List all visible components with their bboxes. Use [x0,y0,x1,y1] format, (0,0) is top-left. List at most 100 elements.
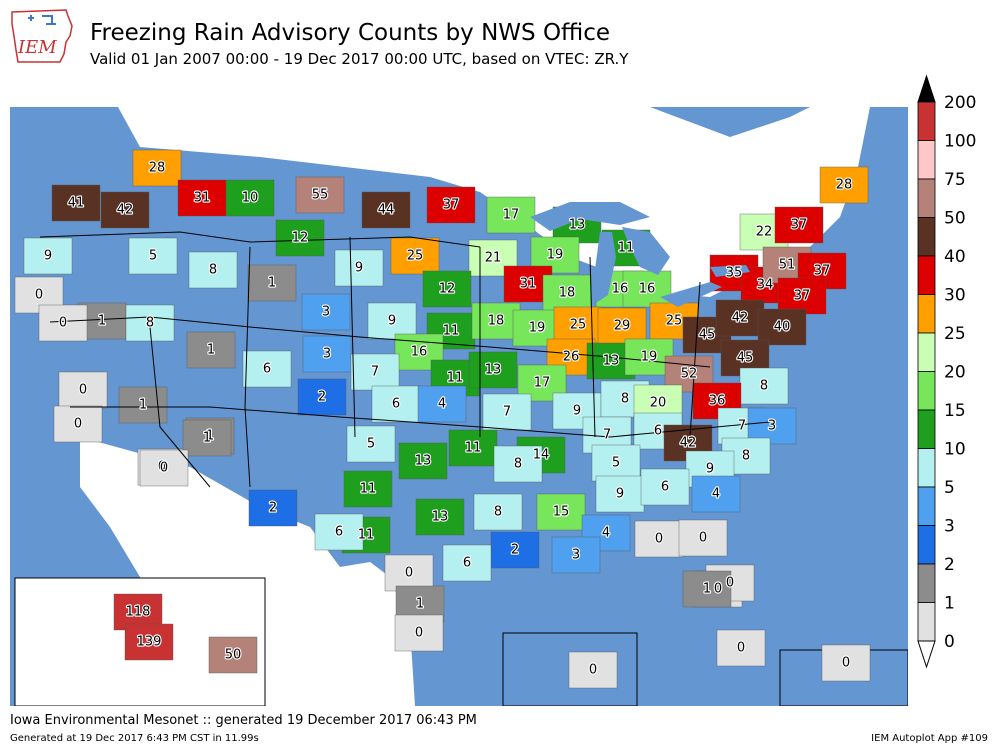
iem-logo: IEM [11,9,73,63]
office-count-label: 1 [139,398,147,413]
state-border [349,236,356,438]
state-border [39,231,481,248]
office-count-label: 41 [68,196,85,211]
colorbar-block [917,371,936,411]
office-count-label: 8 [514,457,522,472]
office-count-label: 2 [318,390,326,405]
office-count-label: 8 [742,449,750,464]
office-count-label: 1 [203,431,211,446]
office-region [757,308,807,346]
office-count-label: 11 [360,482,377,497]
office-region [739,367,789,405]
office-region [124,623,174,661]
office-region [208,636,258,674]
colorbar-bottom-cap [917,640,936,669]
colorbar-block [917,332,936,372]
office-region [595,475,645,513]
office-count-label: 35 [726,266,743,281]
colorbar-block [917,563,936,603]
office-count-label: 6 [335,525,343,540]
office-region [100,191,150,229]
office-region [384,554,434,592]
office-region [493,445,543,483]
office-region [128,237,178,275]
state-borders [39,231,771,488]
office-region [314,513,364,551]
office-count-label: 17 [503,208,520,223]
colorbar-tick-label: 25 [944,324,966,344]
office-count-label: 25 [570,318,587,333]
office-count-label: 8 [494,505,502,520]
office-count-label: 8 [621,392,629,407]
office-region [422,270,472,308]
colorbar-tick-label: 200 [944,93,976,113]
office-region [361,191,411,229]
office-region [53,405,103,443]
office-count-label: 31 [520,277,537,292]
office-count-label: 42 [732,311,749,326]
office-count-label: 13 [569,218,586,233]
office-count-label: 14 [533,448,550,463]
office-count-label: 0 [79,383,87,398]
office-count-label: 0 [737,641,745,656]
colorbar-block [917,140,936,180]
office-region [275,219,325,257]
office-count-label: 11 [358,528,375,543]
colorbar-block [917,217,936,257]
canada-land [118,107,870,297]
office-region [682,570,732,608]
office-count-label: 5 [149,249,157,264]
office-region [486,196,536,234]
office-region [247,264,297,302]
state-border [149,326,211,488]
colorbar-tick-label: 30 [944,286,966,306]
office-region [448,429,498,467]
colorbar-tick-label: 75 [944,170,966,190]
office-count-label: 11 [618,241,635,256]
office-region [777,277,827,315]
office-count-label: 7 [503,405,511,420]
office-region [640,468,690,506]
office-count-label: 0 [74,417,82,432]
office-count-label: 16 [612,282,629,297]
colorbar-tick-label: 20 [944,363,966,383]
office-region [302,335,352,373]
office-count-label: 9 [388,314,396,329]
lake-ontario [710,265,750,277]
office-region [591,444,641,482]
colorbar-top-cap [917,74,936,103]
office-region [295,176,345,214]
office-region [819,166,869,204]
office-count-label: 45 [737,351,754,366]
office-region [473,493,523,531]
office-count-label: 42 [680,436,697,451]
footer-app-id: IEM Autoplot App #109 [871,733,988,744]
office-count-label: 37 [814,264,831,279]
office-count-label: 3 [322,305,330,320]
office-region [334,249,384,287]
office-count-label: 0 [589,663,597,678]
office-region [51,184,101,222]
office-count-label: 6 [392,397,400,412]
colorbar-block [917,448,936,488]
office-region [426,186,476,224]
lake-huron [622,227,670,275]
office-region [390,237,440,275]
office-region [125,304,175,342]
office-count-label: 16 [411,345,428,360]
office-count-label: 0 [726,576,734,591]
office-count-label: 44 [378,203,395,218]
office-region [622,270,672,308]
office-region [367,302,417,340]
office-region [821,644,871,682]
office-region [301,293,351,331]
office-region [297,378,347,416]
office-region [371,385,421,423]
office-regions [14,149,871,689]
colorbar-tick-label: 0 [944,632,955,652]
office-region [691,475,741,513]
office-count-label: 15 [553,505,570,520]
